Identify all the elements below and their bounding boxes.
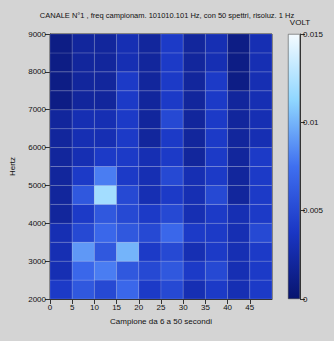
svg-text:45: 45 <box>245 303 254 312</box>
svg-text:7000: 7000 <box>28 105 46 114</box>
svg-text:Hertz: Hertz <box>8 157 17 176</box>
svg-text:10: 10 <box>90 303 99 312</box>
svg-text:0.015: 0.015 <box>303 30 324 39</box>
svg-text:3000: 3000 <box>28 257 46 266</box>
svg-text:35: 35 <box>201 303 210 312</box>
svg-text:9000: 9000 <box>28 30 46 39</box>
svg-text:0: 0 <box>303 295 308 304</box>
svg-text:0: 0 <box>48 303 53 312</box>
svg-text:30: 30 <box>179 303 188 312</box>
svg-text:20: 20 <box>134 303 143 312</box>
svg-text:VOLT: VOLT <box>289 17 311 27</box>
svg-text:0.01: 0.01 <box>303 118 319 127</box>
svg-text:6000: 6000 <box>28 143 46 152</box>
svg-text:2000: 2000 <box>28 295 46 304</box>
svg-text:0.005: 0.005 <box>303 206 324 215</box>
svg-text:25: 25 <box>157 303 166 312</box>
svg-text:4000: 4000 <box>28 219 46 228</box>
svg-text:5000: 5000 <box>28 181 46 190</box>
svg-text:CANALE N°1 , freq campionam. 1: CANALE N°1 , freq campionam. 101010.101 … <box>40 11 295 20</box>
svg-text:15: 15 <box>112 303 121 312</box>
svg-text:Campione da 6 a 50 secondi: Campione da 6 a 50 secondi <box>110 317 212 326</box>
svg-text:8000: 8000 <box>28 67 46 76</box>
svg-text:5: 5 <box>70 303 75 312</box>
svg-text:40: 40 <box>223 303 232 312</box>
